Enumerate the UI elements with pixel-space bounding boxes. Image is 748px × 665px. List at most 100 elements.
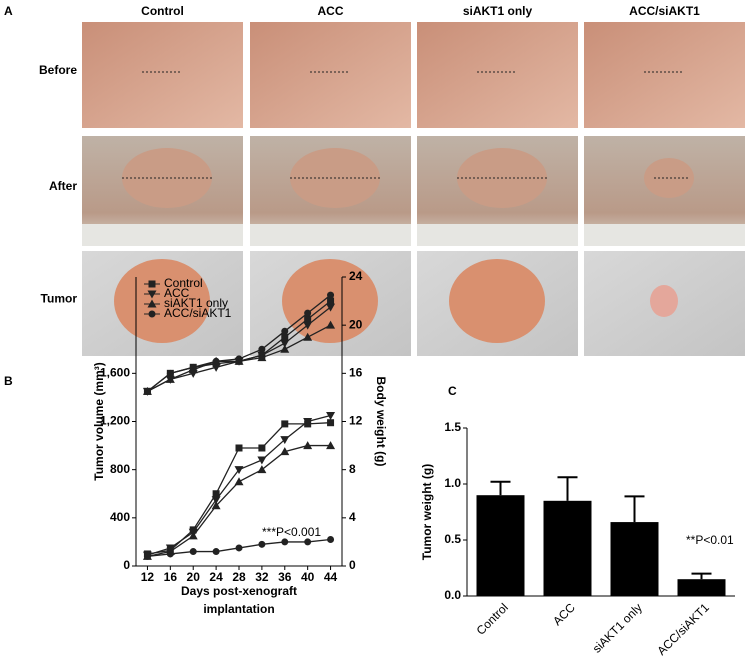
x-tick-label: 40 xyxy=(301,570,315,584)
marker xyxy=(326,411,336,420)
marker xyxy=(234,466,244,475)
marker xyxy=(211,496,221,505)
panel-label: A xyxy=(4,4,13,18)
marker xyxy=(143,387,151,395)
y2-axis-label: Body weight (g) xyxy=(374,377,388,467)
marker xyxy=(235,544,243,552)
marker xyxy=(280,344,290,353)
y2-tick-label: 24 xyxy=(349,269,363,283)
legend-label: ACC/siAKT1 xyxy=(164,306,232,320)
photo xyxy=(250,22,411,128)
bar xyxy=(610,522,659,596)
marker xyxy=(304,315,312,323)
column-header: ACC/siAKT1 xyxy=(629,4,700,18)
x-tick-label: siAKT1 only xyxy=(590,600,645,655)
column-header: Control xyxy=(141,4,184,18)
x-axis-label: implantation xyxy=(203,602,274,616)
marker xyxy=(280,436,290,445)
marker xyxy=(257,456,267,465)
x-tick-label: 44 xyxy=(324,570,338,584)
column-header: siAKT1 only xyxy=(463,4,533,18)
ruler xyxy=(417,224,578,246)
marker xyxy=(257,353,267,362)
y-axis-label: Tumor volume (mm³) xyxy=(92,362,106,480)
y2-tick-label: 0 xyxy=(349,558,356,572)
photo xyxy=(417,22,578,128)
x-tick-label: 24 xyxy=(209,570,223,584)
marker xyxy=(258,540,266,548)
marker xyxy=(281,327,289,335)
x-tick-label: 16 xyxy=(164,570,178,584)
x-tick-label: 32 xyxy=(255,570,269,584)
y2-tick-label: 20 xyxy=(349,317,363,331)
x-tick-label: Control xyxy=(474,600,511,637)
marker xyxy=(258,345,266,353)
panel-label: C xyxy=(448,384,457,398)
tumor-bump xyxy=(644,158,694,198)
marker xyxy=(303,321,313,330)
marker xyxy=(235,355,243,363)
marker xyxy=(304,309,312,317)
y-tick-label: 0.5 xyxy=(444,532,461,546)
marker xyxy=(326,441,336,450)
y-tick-label: 1.5 xyxy=(444,420,461,434)
x-tick-label: ACC xyxy=(550,600,578,628)
marker xyxy=(327,419,335,427)
marker xyxy=(327,297,335,305)
bar xyxy=(543,500,592,596)
ruler xyxy=(584,224,745,246)
marker xyxy=(189,548,197,556)
marker xyxy=(258,444,266,452)
marker xyxy=(211,363,221,372)
marker xyxy=(212,357,220,365)
row-label: After xyxy=(49,179,77,193)
bar xyxy=(677,579,726,596)
marker xyxy=(326,320,336,329)
x-tick-label: 28 xyxy=(232,570,246,584)
legend-label: ACC xyxy=(164,286,190,300)
x-tick-label: 36 xyxy=(278,570,292,584)
marker xyxy=(212,490,220,498)
row-label: Tumor xyxy=(41,292,78,306)
annotation: ***P<0.001 xyxy=(262,525,321,539)
x-tick-label: 20 xyxy=(187,570,201,584)
x-tick-label: ACC/siAKT1 xyxy=(654,600,712,658)
marker xyxy=(280,447,290,456)
marker xyxy=(257,465,267,474)
marker xyxy=(211,501,221,510)
marker xyxy=(188,531,198,540)
marker xyxy=(234,477,244,486)
y-tick-label: 400 xyxy=(110,510,130,524)
y2-tick-label: 4 xyxy=(349,510,356,524)
row-label: Before xyxy=(39,63,77,77)
legend-label: siAKT1 only xyxy=(164,296,228,310)
marker xyxy=(212,548,220,556)
marker xyxy=(303,332,313,341)
column-header: ACC xyxy=(318,4,344,18)
ruler xyxy=(82,224,243,246)
y-axis-label: Tumor weight (g) xyxy=(420,464,434,560)
y-tick-label: 0 xyxy=(123,558,130,572)
tumor xyxy=(650,285,678,317)
marker xyxy=(166,550,174,558)
panel-label: B xyxy=(4,374,13,388)
annotation: **P<0.01 xyxy=(686,533,734,547)
marker xyxy=(143,552,151,560)
marker xyxy=(281,420,289,428)
y2-tick-label: 12 xyxy=(349,414,363,428)
legend-marker xyxy=(147,299,157,308)
marker xyxy=(303,441,313,450)
marker xyxy=(326,303,336,312)
y-tick-label: 0.0 xyxy=(444,588,461,602)
marker xyxy=(327,536,335,544)
ruler xyxy=(250,224,411,246)
marker xyxy=(165,374,175,383)
y2-tick-label: 8 xyxy=(349,462,356,476)
x-axis-label: Days post-xenograft xyxy=(181,584,297,598)
marker xyxy=(280,339,290,348)
marker xyxy=(327,291,335,299)
marker xyxy=(304,538,312,546)
marker xyxy=(189,363,197,371)
legend-label: Control xyxy=(164,276,203,290)
